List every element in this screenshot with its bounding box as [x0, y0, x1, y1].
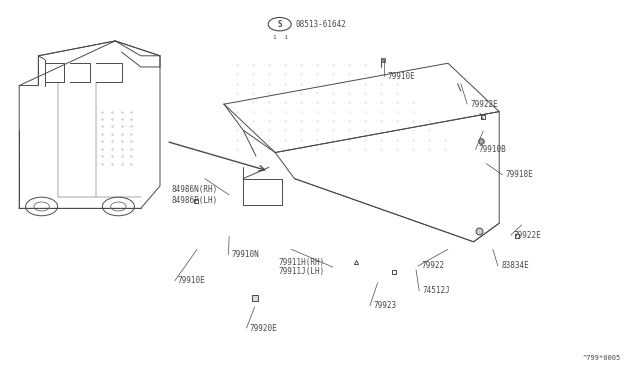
- Text: 79910E: 79910E: [178, 276, 205, 285]
- Text: ^799*0005: ^799*0005: [582, 355, 621, 361]
- Text: 08513-61642: 08513-61642: [296, 20, 346, 29]
- Text: 84986N(RH): 84986N(RH): [172, 185, 218, 194]
- Text: 74512J: 74512J: [422, 286, 450, 295]
- Text: 79911J(LH): 79911J(LH): [278, 267, 324, 276]
- Text: 79910N: 79910N: [232, 250, 259, 259]
- Text: 79922: 79922: [421, 262, 444, 270]
- Text: 79910B: 79910B: [479, 145, 506, 154]
- Text: 79923: 79923: [373, 301, 396, 310]
- Text: 79922E: 79922E: [470, 100, 498, 109]
- Text: 79911H(RH): 79911H(RH): [278, 258, 324, 267]
- Text: 79922E: 79922E: [514, 231, 541, 240]
- Text: 84986P(LH): 84986P(LH): [172, 196, 218, 205]
- Text: 1  1: 1 1: [273, 35, 288, 40]
- Text: 79920E: 79920E: [250, 324, 277, 333]
- Text: 79918E: 79918E: [506, 170, 533, 179]
- Text: 79910E: 79910E: [387, 72, 415, 81]
- Text: S: S: [277, 20, 282, 29]
- Text: 83834E: 83834E: [501, 262, 529, 270]
